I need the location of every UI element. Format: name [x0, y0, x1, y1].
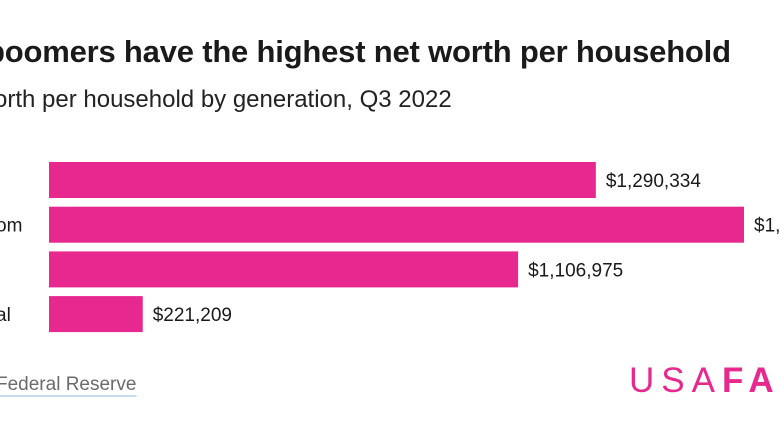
source-link[interactable]: Federal Reserve — [0, 374, 137, 395]
usafacts-logo: USAFA — [629, 361, 780, 401]
logo-fa: FA — [721, 361, 780, 400]
bar-0 — [49, 162, 596, 198]
category-label-1: om — [0, 216, 22, 237]
bar-1 — [49, 206, 744, 243]
value-label-3: $221,209 — [153, 305, 232, 326]
value-label-0: $1,290,334 — [606, 171, 702, 192]
value-label-1: $1, — [754, 216, 780, 237]
chart-subtitle: orth per household by generation, Q3 202… — [0, 86, 452, 113]
category-label-3: al — [0, 305, 11, 326]
logo-usa: USA — [629, 361, 722, 400]
bars-layer: $1,290,334 om $1, $1,106,975 al $221,209 — [0, 162, 780, 333]
bar-2 — [49, 251, 519, 288]
bar-3 — [49, 296, 143, 333]
chart-title: boomers have the highest net worth per h… — [0, 34, 731, 69]
value-label-2: $1,106,975 — [528, 260, 623, 281]
